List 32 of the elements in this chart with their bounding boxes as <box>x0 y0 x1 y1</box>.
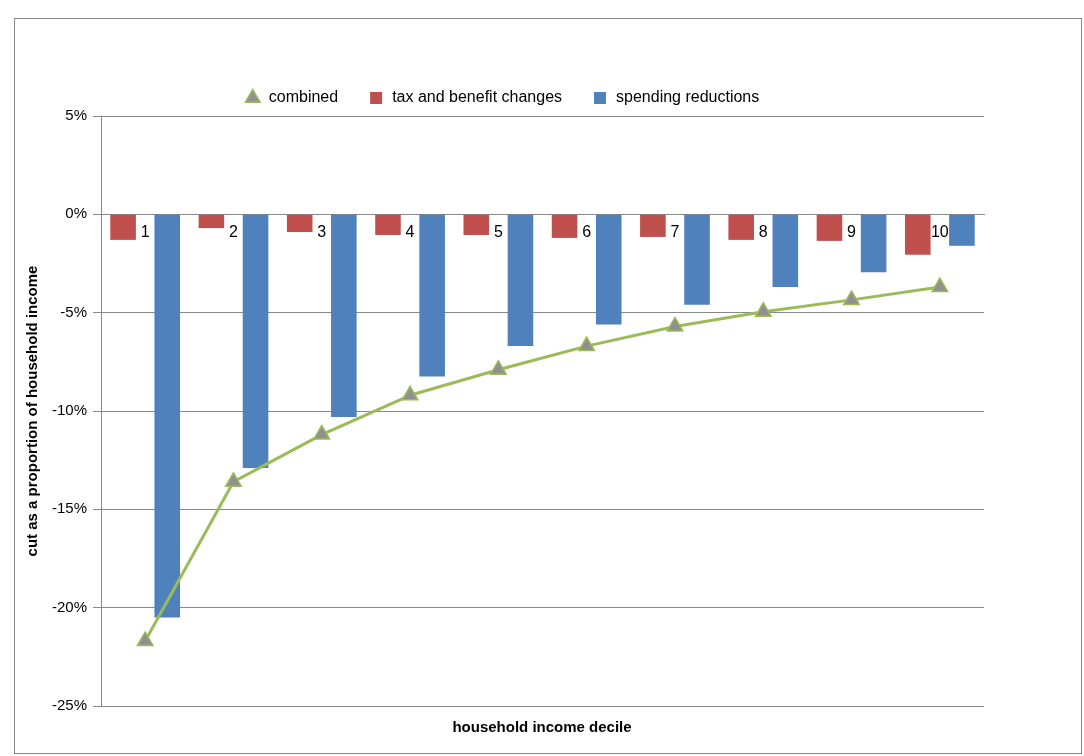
y-tick-label: -20% <box>51 597 88 615</box>
x-tick-label: 8 <box>758 223 768 241</box>
x-tick-label: 6 <box>582 223 592 241</box>
point <box>224 472 243 488</box>
y-tick-label: 5% <box>65 106 88 124</box>
x-axis-title: household income decile <box>451 718 633 735</box>
point <box>931 277 949 293</box>
y-tick-label: -5% <box>60 302 88 320</box>
x-tick-label: 7 <box>670 223 680 241</box>
point <box>578 336 596 352</box>
x-tick-label: 2 <box>229 223 239 241</box>
point <box>136 631 154 647</box>
x-tick-label: 4 <box>405 223 415 241</box>
y-axis-title: cut as a proportion of household income <box>23 265 41 557</box>
x-tick-label: 5 <box>493 223 503 241</box>
legend-label: spending reductions <box>616 88 760 106</box>
y-tick-label: 0% <box>65 204 88 222</box>
point <box>843 290 861 306</box>
y-tick-label: -15% <box>51 499 88 517</box>
x-tick-label: 1 <box>140 223 150 241</box>
point <box>401 385 419 401</box>
point <box>489 359 507 375</box>
x-tick-label: 9 <box>847 223 857 241</box>
point <box>313 424 331 440</box>
point <box>666 316 684 332</box>
y-tick-label: -25% <box>51 696 88 714</box>
legend-label: tax and benefit changes <box>392 88 563 106</box>
y-tick-label: -10% <box>51 401 88 419</box>
x-tick-label: 10 <box>930 223 949 241</box>
x-tick-label: 3 <box>317 223 327 241</box>
legend-label: combined <box>268 88 339 106</box>
point <box>754 301 772 317</box>
